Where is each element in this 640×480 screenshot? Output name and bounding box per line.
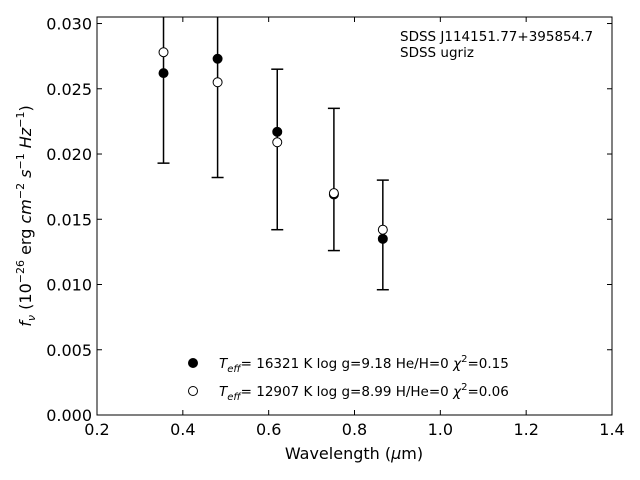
legend-filled-label: Teff= 16321 K log g=9.18 He/H=0 χ2=0.15 [219, 354, 509, 375]
point-filled [272, 126, 283, 137]
data-points-layer [158, 47, 388, 244]
point-filled [212, 53, 223, 64]
legend-filled-marker [188, 358, 198, 368]
x-ticks: 0.2 0.4 0.6 0.8 1.0 1.2 1.4 [84, 17, 625, 439]
x-tick-label: 0.2 [84, 420, 109, 439]
y-tick-label: 0.030 [46, 15, 92, 34]
x-tick-label: 0.4 [170, 420, 195, 439]
point-open [212, 77, 223, 88]
y-tick-label: 0.015 [46, 210, 92, 229]
y-tick-label: 0.010 [46, 276, 92, 295]
point-open [158, 47, 169, 58]
x-tick-label: 1.0 [428, 420, 453, 439]
y-tick-label: 0.020 [46, 145, 92, 164]
y-axis-title: fν (10−26 erg cm−2 s−1 Hz−1) [14, 105, 38, 326]
y-tick-label: 0.005 [46, 341, 92, 360]
point-filled [377, 233, 388, 244]
legend-open-label: Teff= 12907 K log g=8.99 H/He=0 χ2=0.06 [219, 382, 509, 403]
point-open [377, 224, 388, 235]
legend-open-marker [188, 386, 198, 396]
legend: Teff= 16321 K log g=9.18 He/H=0 χ2=0.15 … [188, 354, 509, 403]
point-filled [158, 68, 169, 79]
point-open [328, 188, 339, 199]
y-ticks: 0.000 0.005 0.010 0.015 0.020 0.025 0.030 [46, 15, 612, 425]
x-tick-label: 0.8 [342, 420, 367, 439]
x-tick-label: 0.6 [256, 420, 281, 439]
y-tick-label: 0.000 [46, 406, 92, 425]
x-tick-label: 1.2 [513, 420, 538, 439]
y-tick-label: 0.025 [46, 80, 92, 99]
error-bars-layer [157, 17, 389, 291]
object-name-label: SDSS J114151.77+395854.7 [400, 29, 593, 45]
x-axis-title: Wavelength (μm) [285, 444, 423, 463]
x-tick-label: 1.4 [599, 420, 624, 439]
filter-set-label: SDSS ugriz [400, 45, 474, 61]
point-open [272, 137, 283, 148]
